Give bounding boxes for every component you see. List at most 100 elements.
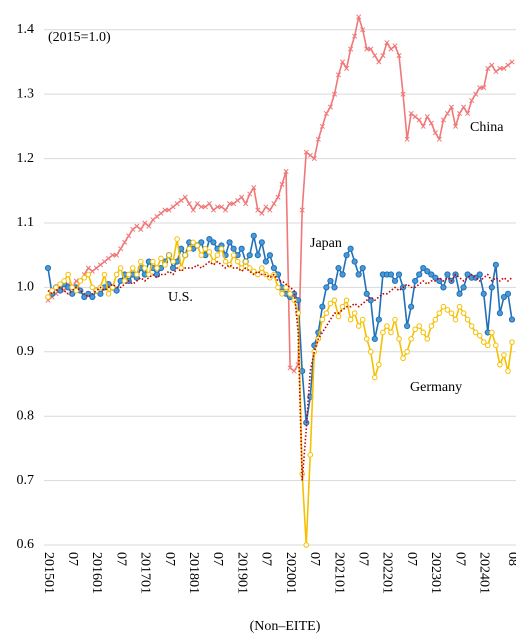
marker: [468, 323, 475, 329]
marker: [283, 284, 289, 291]
marker: [355, 271, 362, 278]
marker: [186, 245, 193, 252]
marker: [412, 326, 418, 333]
marker: [311, 156, 317, 162]
marker: [166, 252, 172, 258]
x-tick-label: 07: [404, 552, 419, 566]
marker: [420, 264, 427, 272]
marker: [267, 207, 273, 213]
marker: [210, 239, 217, 246]
marker: [504, 290, 512, 297]
marker: [476, 332, 483, 339]
marker: [428, 120, 434, 126]
marker: [138, 226, 144, 232]
marker: [134, 223, 140, 229]
marker: [198, 204, 204, 210]
y-tick-label: 1.4: [17, 22, 35, 37]
marker: [69, 284, 76, 291]
marker: [178, 197, 184, 203]
marker: [303, 542, 310, 548]
marker: [473, 91, 479, 97]
marker: [235, 197, 241, 203]
marker: [505, 368, 511, 374]
marker: [222, 207, 229, 213]
marker: [307, 452, 314, 458]
marker: [505, 62, 511, 68]
marker: [162, 207, 168, 213]
marker: [65, 271, 71, 278]
marker: [198, 252, 205, 258]
marker: [344, 65, 350, 71]
marker: [307, 152, 313, 158]
marker: [170, 204, 176, 210]
marker: [246, 252, 253, 259]
x-tick-label: 202001: [283, 552, 298, 594]
marker: [125, 271, 132, 278]
marker: [331, 284, 338, 291]
marker: [493, 69, 499, 75]
series-label: Germany: [410, 380, 462, 395]
marker: [255, 271, 261, 278]
marker: [404, 136, 410, 142]
marker: [351, 310, 358, 316]
marker: [327, 104, 333, 110]
marker: [89, 268, 95, 274]
marker: [315, 136, 321, 142]
marker: [372, 52, 378, 59]
marker: [258, 239, 265, 246]
y-tick-label: 0.8: [17, 408, 35, 423]
marker: [97, 290, 104, 297]
marker: [130, 226, 136, 232]
x-tick-label: 201901: [234, 552, 249, 594]
marker: [89, 293, 96, 301]
marker: [327, 277, 334, 285]
x-tick-label: 07: [452, 552, 467, 566]
marker: [485, 65, 491, 71]
x-tick-label: 07: [113, 552, 128, 566]
marker: [250, 232, 257, 239]
marker: [376, 361, 382, 368]
marker: [493, 342, 499, 349]
marker: [227, 201, 233, 207]
marker: [440, 303, 447, 310]
marker: [444, 110, 450, 117]
marker: [319, 303, 326, 310]
marker: [279, 291, 285, 297]
marker: [319, 123, 325, 129]
x-tick-label: 07: [162, 552, 177, 566]
marker: [287, 291, 293, 297]
marker: [146, 223, 152, 229]
marker: [299, 207, 305, 213]
marker: [279, 181, 285, 187]
marker: [238, 245, 245, 252]
marker: [283, 168, 289, 175]
marker: [387, 271, 395, 278]
marker: [384, 323, 390, 329]
marker: [254, 252, 261, 259]
marker: [477, 85, 483, 91]
marker: [194, 242, 201, 249]
marker: [331, 297, 338, 304]
marker: [359, 264, 366, 272]
x-tick-label: 202101: [331, 552, 346, 594]
marker: [339, 271, 346, 278]
marker: [424, 114, 430, 120]
marker: [492, 261, 499, 268]
marker: [408, 303, 415, 310]
marker: [323, 310, 330, 316]
marker: [138, 258, 144, 265]
marker: [408, 110, 414, 117]
marker: [339, 59, 346, 65]
marker: [250, 268, 257, 275]
marker: [391, 277, 399, 285]
marker: [339, 303, 346, 310]
marker: [206, 235, 213, 243]
x-tick-label: 202201: [380, 552, 395, 594]
y-tick-label: 1.0: [17, 280, 35, 295]
marker: [303, 149, 309, 155]
marker: [481, 85, 487, 91]
marker: [255, 207, 261, 213]
marker: [359, 316, 366, 323]
marker: [178, 265, 184, 271]
